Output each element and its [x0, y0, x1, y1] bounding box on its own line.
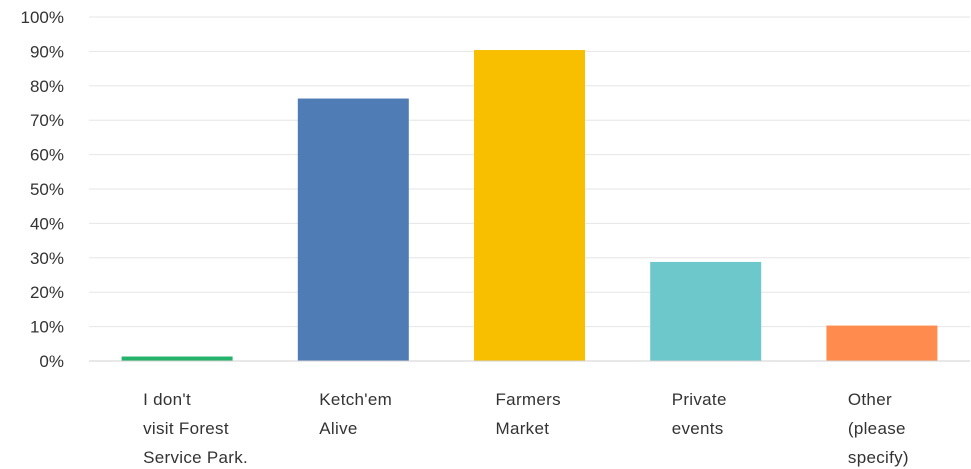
- y-tick-label: 100%: [21, 8, 64, 27]
- x-tick-label: Farmers Market: [496, 390, 561, 438]
- x-tick-label: Other (please specify): [848, 390, 909, 467]
- y-tick-label: 60%: [30, 146, 64, 165]
- bar: [650, 261, 762, 361]
- y-tick-label: 50%: [30, 180, 64, 199]
- y-tick-label: 90%: [30, 42, 64, 61]
- y-tick-label: 20%: [30, 283, 64, 302]
- y-tick-label: 10%: [30, 318, 64, 337]
- y-tick-label: 0%: [39, 352, 64, 371]
- y-tick-label: 40%: [30, 214, 64, 233]
- bar: [121, 356, 233, 361]
- y-tick-label: 80%: [30, 77, 64, 96]
- bar: [826, 325, 938, 361]
- x-tick-label: I don't visit Forest Service Park.: [143, 390, 248, 467]
- y-tick-label: 30%: [30, 249, 64, 268]
- y-axis-tick-labels: 0% 10% 20% 30% 40% 50% 60% 70% 80% 90% 100%: [21, 8, 64, 371]
- bar: [474, 50, 585, 362]
- y-tick-label: 70%: [30, 111, 64, 130]
- x-tick-label: Private events: [672, 390, 727, 438]
- bar: [297, 98, 409, 361]
- bars: [121, 50, 938, 362]
- x-tick-label: Ketch'em Alive: [319, 390, 392, 438]
- x-axis-tick-labels: I don't visit Forest Service Park. Ketch'em…: [143, 390, 909, 467]
